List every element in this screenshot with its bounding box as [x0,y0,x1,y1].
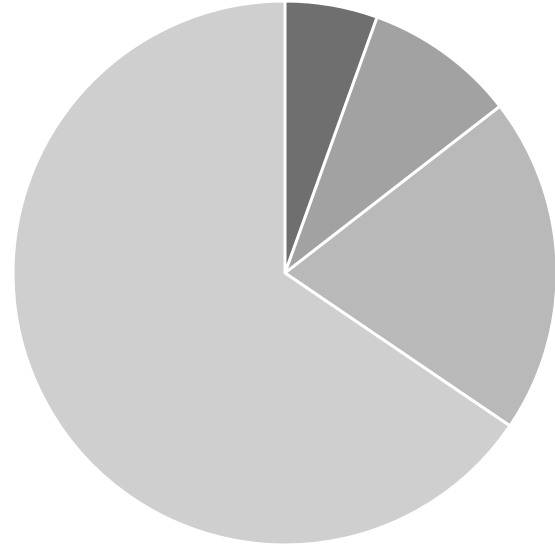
pie-slice-2 [283,15,502,275]
pie-slice-3 [283,104,555,428]
pie-slice-4 [11,0,512,547]
pie-slices [11,0,555,547]
